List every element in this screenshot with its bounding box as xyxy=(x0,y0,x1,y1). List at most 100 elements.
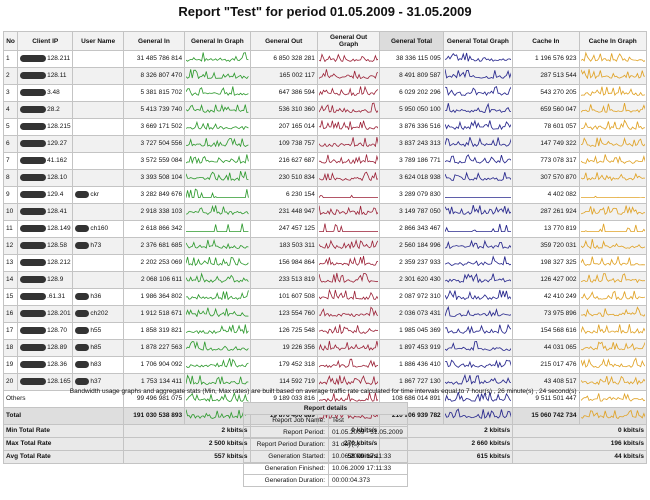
sparkline xyxy=(318,53,379,63)
graph-cell xyxy=(442,84,514,102)
sparkline xyxy=(186,204,249,216)
value-cell: 231 448 947 xyxy=(249,203,318,221)
graph-cell xyxy=(578,305,648,323)
graph-cell xyxy=(442,152,514,170)
graph-cell xyxy=(316,50,381,68)
sparkline-path xyxy=(580,223,646,233)
graph-cell xyxy=(184,407,251,425)
sparkline xyxy=(444,223,512,233)
sparkline-path xyxy=(444,273,512,284)
value-cell: 1 985 045 369 xyxy=(379,322,444,340)
graph-cell xyxy=(442,101,514,119)
graph-cell xyxy=(316,203,381,221)
graph-cell xyxy=(442,254,514,272)
sparkline-path xyxy=(580,409,646,420)
ip-text: 128.211 xyxy=(47,55,71,62)
graph-cell xyxy=(442,50,514,68)
sparkline-path xyxy=(580,239,646,250)
sparkline xyxy=(444,137,512,148)
sparkline-path xyxy=(318,154,379,165)
value-cell: 230 510 834 xyxy=(249,169,318,187)
client-ip: 128.89 xyxy=(17,339,74,357)
sparkline-path xyxy=(318,194,379,199)
details-row: Generation Duration: 00:00:04.373 xyxy=(243,474,408,487)
value-cell: 287 261 924 xyxy=(512,203,580,221)
redacted xyxy=(20,309,47,317)
value-cell: 647 386 594 xyxy=(249,84,318,102)
graph-cell xyxy=(442,339,514,357)
sparkline xyxy=(444,273,512,284)
user-text: ch160 xyxy=(90,225,109,232)
column-header: General In xyxy=(122,31,186,51)
user-name xyxy=(72,67,124,85)
value-cell: 5 413 739 740 xyxy=(122,101,186,119)
redacted xyxy=(20,88,47,96)
redacted xyxy=(75,343,90,351)
graph-cell xyxy=(316,84,381,102)
row-number: 3 xyxy=(2,84,19,102)
sparkline-path xyxy=(444,223,512,233)
graph-cell xyxy=(442,135,514,153)
graph-cell xyxy=(184,50,251,68)
value-cell: 78 601 057 xyxy=(512,118,580,136)
graph-cell xyxy=(316,220,381,238)
sparkline xyxy=(318,223,379,233)
ip-text: 128.149 xyxy=(47,225,71,232)
column-header: Cache In Graph xyxy=(578,31,648,51)
value-cell: 233 513 819 xyxy=(249,271,318,289)
graph-cell xyxy=(578,135,648,153)
sparkline xyxy=(185,120,249,131)
graph-cell xyxy=(442,67,514,85)
user-name: ckr xyxy=(72,186,124,204)
graph-cell xyxy=(578,390,648,408)
redacted xyxy=(75,224,90,232)
ip-text: 128.89 xyxy=(47,344,67,351)
sparkline xyxy=(580,205,646,216)
value-cell: 3 289 079 830 xyxy=(379,186,444,204)
value-cell: 5 381 815 702 xyxy=(122,84,186,102)
value-cell: 1 897 453 919 xyxy=(379,339,444,357)
redacted xyxy=(20,224,47,232)
value-cell: 15 060 742 734 xyxy=(512,407,580,425)
user-name xyxy=(72,135,124,153)
redacted xyxy=(20,122,47,130)
sparkline xyxy=(185,307,249,318)
sparkline-path xyxy=(185,374,249,386)
user-name xyxy=(72,254,124,272)
ip-text: 3.48 xyxy=(47,89,60,96)
redacted xyxy=(75,309,90,317)
value-cell: 4 402 082 xyxy=(512,186,580,204)
sparkline-path xyxy=(580,341,646,351)
table-row: 18 128.89 h85 1 878 227 563 19 226 356 1 897 … xyxy=(2,339,648,357)
user-name: h37 xyxy=(72,373,124,391)
value-cell: 3 393 508 104 xyxy=(122,169,186,187)
table-row: 14 128.9 2 068 106 611 233 513 819 2 301 620… xyxy=(2,271,648,289)
value-cell: 216 627 687 xyxy=(249,152,318,170)
sparkline xyxy=(580,86,646,97)
details-header: Report details xyxy=(243,402,408,415)
value-cell: 3 572 559 084 xyxy=(122,152,186,170)
graph-cell xyxy=(442,237,514,255)
sparkline xyxy=(185,409,249,420)
column-header[interactable]: General Total xyxy=(379,31,444,51)
sparkline-path xyxy=(318,238,379,250)
sparkline-path xyxy=(444,306,512,317)
sparkline xyxy=(318,255,379,267)
value-cell: 2 202 253 069 xyxy=(122,254,186,272)
sparkline xyxy=(580,290,646,301)
sparkline xyxy=(444,323,512,335)
table-row: 6 129.27 3 727 504 556 109 738 757 3 837 243… xyxy=(2,135,648,153)
table-row: 17 128.70 h55 1 858 319 821 126 725 548 1 985… xyxy=(2,322,648,340)
header-row: No Client IP User Name General In General In… xyxy=(2,31,648,51)
row-number: 18 xyxy=(2,339,19,357)
sparkline-path xyxy=(185,256,249,267)
graph-cell xyxy=(184,118,251,136)
sparkline xyxy=(444,102,512,114)
ip-text: 128.215 xyxy=(47,123,71,130)
sparkline xyxy=(318,358,379,369)
graph-cell xyxy=(578,356,648,374)
sparkline xyxy=(444,255,512,267)
value-cell: 109 738 757 xyxy=(249,135,318,153)
sparkline xyxy=(185,86,249,97)
sparkline-path xyxy=(318,171,379,182)
